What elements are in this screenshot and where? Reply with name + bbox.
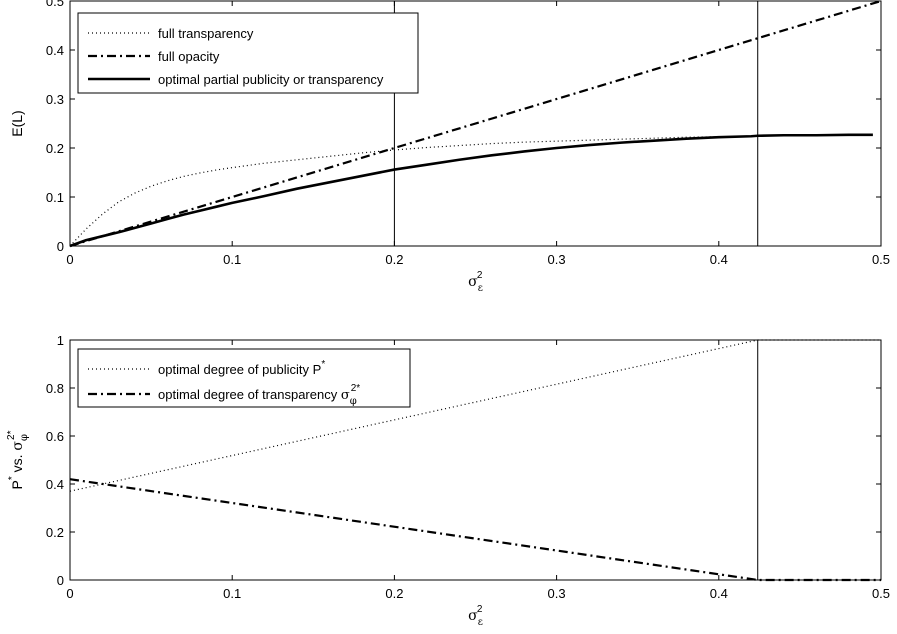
- series-line-0: [69, 135, 758, 247]
- x-tick-label: 0.2: [385, 252, 403, 267]
- x-tick-label: 0.3: [548, 586, 566, 601]
- x-tick-label: 0: [66, 586, 73, 601]
- y-tick-label: 0.4: [46, 43, 64, 58]
- y-tick-label: 0.6: [46, 429, 64, 444]
- legend: optimal degree of publicity P* optimal d…: [77, 348, 411, 408]
- y-tick-label: 0.2: [46, 525, 64, 540]
- reference-lines: [393, 1, 759, 246]
- expected-loss-chart: 0 0.1 0.2 0.3 0.4 0.5 0 0.1 0.2 0.3 0.4 0.5 E(L) σ…: [9, 0, 890, 294]
- y-axis-label: P* vs. σφ2*: [6, 430, 30, 489]
- x-tick-label: 0.3: [548, 252, 566, 267]
- series-group: [69, 339, 881, 582]
- legend-label-optimal-partial: optimal partial publicity or transparenc…: [158, 72, 384, 87]
- x-tick-label: 0: [66, 252, 73, 267]
- series-group: [69, 0, 882, 248]
- y-tick-label: 1: [57, 333, 64, 348]
- x-axis-label: σε2: [468, 270, 483, 294]
- series-line-2: [69, 133, 873, 248]
- y-axis-ticks: 0 0.1 0.2 0.3 0.4 0.5: [46, 0, 881, 254]
- x-axis-label: σε2: [468, 604, 483, 628]
- y-axis-label: E(L): [9, 110, 25, 136]
- series-line-1: [69, 0, 882, 248]
- x-axis-ticks: 0 0.1 0.2 0.3 0.4 0.5: [66, 340, 890, 601]
- x-tick-label: 0.4: [710, 252, 728, 267]
- plot-frame: [69, 0, 882, 247]
- x-tick-label: 0.2: [385, 586, 403, 601]
- plot-frame: [69, 339, 882, 581]
- x-tick-label: 0.1: [223, 586, 241, 601]
- y-tick-label: 0.2: [46, 141, 64, 156]
- y-tick-label: 0.8: [46, 381, 64, 396]
- series-line-1: [69, 478, 881, 582]
- series-line-0: [69, 339, 881, 492]
- legend: full transparency full opacity optimal p…: [77, 12, 419, 94]
- y-tick-label: 0.1: [46, 190, 64, 205]
- x-tick-label: 0.1: [223, 252, 241, 267]
- y-tick-label: 0.3: [46, 92, 64, 107]
- x-tick-label: 0.5: [872, 586, 890, 601]
- x-tick-label: 0.5: [872, 252, 890, 267]
- legend-box: [77, 348, 411, 408]
- y-tick-label: 0: [57, 239, 64, 254]
- y-tick-label: 0: [57, 573, 64, 588]
- legend-label-full-opacity: full opacity: [158, 49, 220, 64]
- legend-label-publicity: optimal degree of publicity P*: [158, 359, 325, 377]
- legend-label-full-transparency: full transparency: [158, 26, 254, 41]
- y-tick-label: 0.4: [46, 477, 64, 492]
- y-axis-ticks: 0 0.2 0.4 0.6 0.8 1: [46, 333, 881, 588]
- x-axis-ticks: 0 0.1 0.2 0.3 0.4 0.5: [66, 1, 890, 267]
- y-tick-label: 0.5: [46, 0, 64, 9]
- optimal-degree-chart: 0 0.1 0.2 0.3 0.4 0.5 0 0.2 0.4 0.6 0.8 1 P* vs. σ…: [6, 333, 890, 628]
- x-tick-label: 0.4: [710, 586, 728, 601]
